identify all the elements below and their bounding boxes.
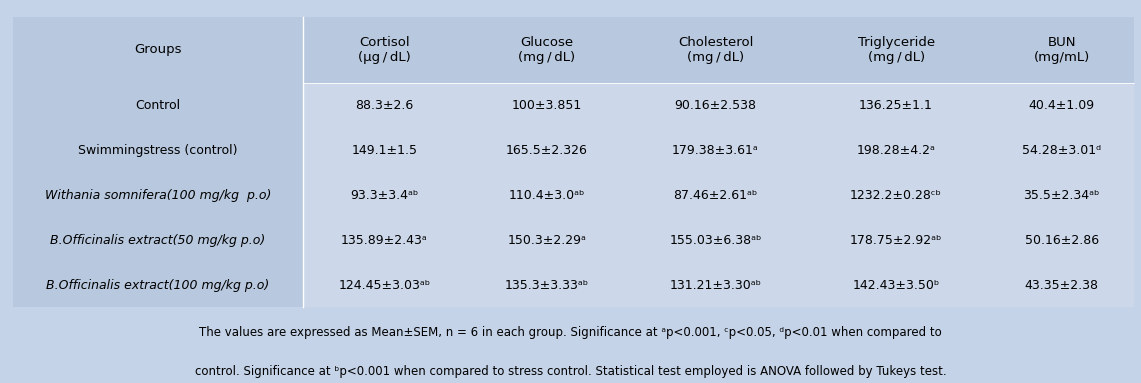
Text: 178.75±2.92ᵃᵇ: 178.75±2.92ᵃᵇ <box>850 234 942 247</box>
Text: Withania somnifera(100 mg/kg  p.o): Withania somnifera(100 mg/kg p.o) <box>44 189 272 202</box>
Text: 142.43±3.50ᵇ: 142.43±3.50ᵇ <box>852 278 940 291</box>
Text: 165.5±2.326: 165.5±2.326 <box>505 144 588 157</box>
Text: 87.46±2.61ᵃᵇ: 87.46±2.61ᵃᵇ <box>673 189 758 202</box>
Text: Glucose
(mg / dL): Glucose (mg / dL) <box>518 36 575 64</box>
Text: 110.4±3.0ᵃᵇ: 110.4±3.0ᵃᵇ <box>509 189 585 202</box>
Text: 131.21±3.30ᵃᵇ: 131.21±3.30ᵃᵇ <box>670 278 761 291</box>
Text: Groups: Groups <box>135 43 181 56</box>
Text: 50.16±2.86: 50.16±2.86 <box>1025 234 1099 247</box>
Bar <box>13 16 1134 308</box>
Text: B.Officinalis extract(50 mg/kg p.o): B.Officinalis extract(50 mg/kg p.o) <box>50 234 266 247</box>
Text: Control: Control <box>136 99 180 112</box>
Text: 90.16±2.538: 90.16±2.538 <box>674 99 756 112</box>
Text: 198.28±4.2ᵃ: 198.28±4.2ᵃ <box>857 144 936 157</box>
Text: 136.25±1.1: 136.25±1.1 <box>859 99 933 112</box>
Text: The values are expressed as Mean±SEM, n = 6 in each group. Significance at ᵃp<0.: The values are expressed as Mean±SEM, n … <box>200 326 941 339</box>
Text: 150.3±2.29ᵃ: 150.3±2.29ᵃ <box>508 234 586 247</box>
Text: 54.28±3.01ᵈ: 54.28±3.01ᵈ <box>1022 144 1101 157</box>
Text: 35.5±2.34ᵃᵇ: 35.5±2.34ᵃᵇ <box>1023 189 1100 202</box>
Text: Cholesterol
(mg / dL): Cholesterol (mg / dL) <box>678 36 753 64</box>
Text: 100±3.851: 100±3.851 <box>512 99 582 112</box>
Text: BUN
(mg/mL): BUN (mg/mL) <box>1034 36 1090 64</box>
Text: Swimmingstress (control): Swimmingstress (control) <box>78 144 237 157</box>
Text: Cortisol
(μg / dL): Cortisol (μg / dL) <box>358 36 411 64</box>
Text: Triglyceride
(mg / dL): Triglyceride (mg / dL) <box>858 36 934 64</box>
Text: 43.35±2.38: 43.35±2.38 <box>1025 278 1099 291</box>
Text: 135.89±2.43ᵃ: 135.89±2.43ᵃ <box>341 234 428 247</box>
Text: 40.4±1.09: 40.4±1.09 <box>1028 99 1094 112</box>
Text: 179.38±3.61ᵃ: 179.38±3.61ᵃ <box>672 144 759 157</box>
Bar <box>304 83 1134 308</box>
Text: control. Significance at ᵇp<0.001 when compared to stress control. Statistical t: control. Significance at ᵇp<0.001 when c… <box>195 365 946 378</box>
Text: B.Officinalis extract(100 mg/kg p.o): B.Officinalis extract(100 mg/kg p.o) <box>47 278 269 291</box>
Text: 124.45±3.03ᵃᵇ: 124.45±3.03ᵃᵇ <box>338 278 430 291</box>
Text: 155.03±6.38ᵃᵇ: 155.03±6.38ᵃᵇ <box>670 234 762 247</box>
Text: 149.1±1.5: 149.1±1.5 <box>351 144 418 157</box>
Text: 135.3±3.33ᵃᵇ: 135.3±3.33ᵃᵇ <box>504 278 589 291</box>
Text: 88.3±2.6: 88.3±2.6 <box>355 99 413 112</box>
Text: 1232.2±0.28ᶜᵇ: 1232.2±0.28ᶜᵇ <box>850 189 942 202</box>
Text: 93.3±3.4ᵃᵇ: 93.3±3.4ᵃᵇ <box>350 189 419 202</box>
